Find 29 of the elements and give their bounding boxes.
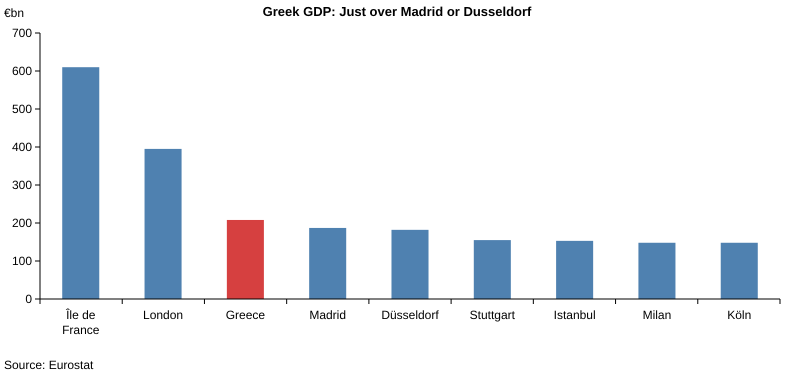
x-tick-label: Düsseldorf — [381, 308, 440, 322]
bar — [309, 228, 346, 299]
bar — [144, 148, 182, 299]
x-tick-label: Madrid — [309, 308, 346, 322]
x-tick-label: Milan — [642, 308, 672, 322]
y-tick-label: 300 — [12, 178, 32, 192]
bar — [62, 67, 100, 299]
x-tick-label: London — [143, 308, 184, 322]
bar — [556, 240, 594, 299]
bar — [638, 242, 676, 299]
x-tick-label: Köln — [727, 308, 752, 322]
x-tick-label: Greece — [226, 308, 266, 322]
y-tick-label: 100 — [12, 254, 32, 268]
y-tick-label: 400 — [12, 140, 32, 154]
x-tick-label: Île de France — [62, 308, 100, 337]
y-tick-label: 600 — [12, 64, 32, 78]
y-tick-label: 700 — [12, 26, 32, 40]
chart-title: Greek GDP: Just over Madrid or Dusseldorf — [262, 4, 532, 19]
y-tick-label: 500 — [12, 102, 32, 116]
y-tick-label: 0 — [25, 292, 32, 306]
bar — [720, 242, 758, 299]
bar — [391, 230, 429, 299]
x-tick-label: Stuttgart — [470, 308, 516, 322]
source-note: Source: Eurostat — [4, 358, 94, 372]
bar — [474, 240, 511, 299]
bar — [226, 220, 264, 299]
y-tick-label: 200 — [12, 216, 32, 230]
x-tick-label: Istanbul — [554, 308, 596, 322]
y-axis-title: €bn — [4, 6, 24, 20]
